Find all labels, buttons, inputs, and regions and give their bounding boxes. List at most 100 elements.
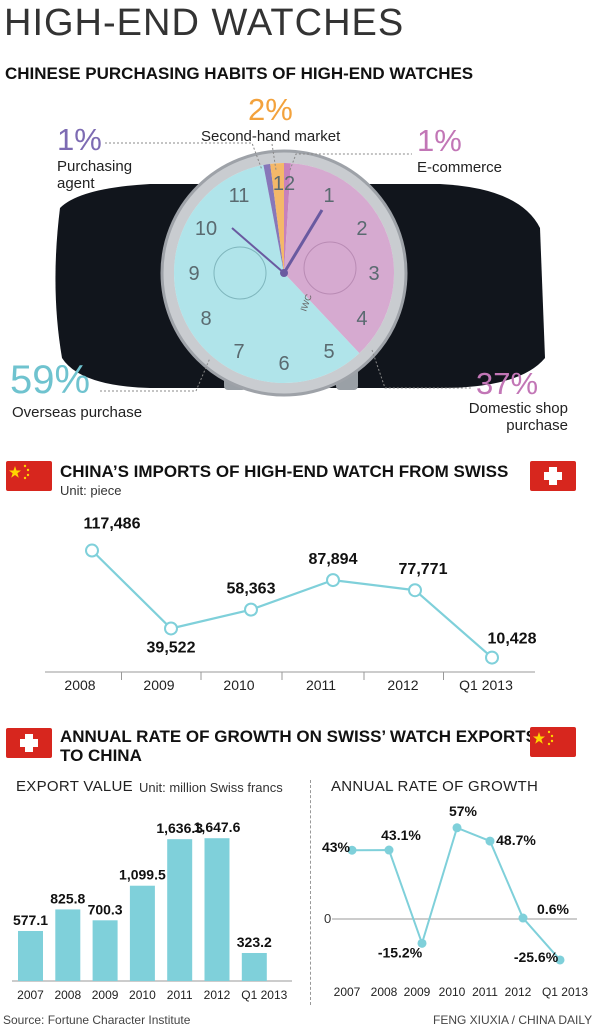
imports-x-tick: 2009 (143, 677, 174, 693)
pie-subtitle: CHINESE PURCHASING HABITS OF HIGH-END WA… (5, 64, 474, 83)
china-flag-icon-2 (530, 727, 576, 757)
imports-data-label: 39,522 (147, 639, 196, 656)
export-bar-label: 323.2 (237, 934, 272, 950)
export-value-unit: Unit: million Swiss francs (139, 780, 283, 795)
export-x-tick: Q1 2013 (241, 988, 287, 1002)
export-bar-label: 825.8 (50, 890, 85, 906)
imports-data-label: 117,486 (84, 516, 141, 533)
export-bar (129, 885, 155, 981)
export-bar-label: 1,099.5 (119, 867, 166, 883)
imports-point (244, 602, 258, 617)
imports-point (485, 650, 499, 665)
export-bar-label: 1,636.3 (156, 820, 203, 836)
watch-center (280, 269, 288, 277)
rate-data-label: 43% (322, 839, 351, 855)
export-bar-chart: 577.1 2007 825.8 2008 700.3 2009 1,099.5 2010 1,… (12, 819, 292, 1002)
rate-point (347, 845, 357, 855)
label-ecommerce-pct: 1% (417, 123, 462, 158)
rate-x-tick: 2010 (439, 985, 466, 999)
watch-hand-minute (231, 227, 285, 274)
dial-number: 11 (229, 185, 250, 207)
export-bar (18, 930, 43, 981)
dial-number: 12 (273, 173, 295, 195)
export-x-tick: 2007 (17, 988, 44, 1002)
rate-x-tick: Q1 2013 (542, 985, 588, 999)
imports-x-tick: 2011 (306, 677, 336, 693)
watch-hand-hour (282, 209, 324, 274)
export-bar (55, 909, 81, 981)
export-bar-label: 700.3 (88, 901, 123, 917)
subdial-right (303, 241, 357, 295)
dial-number: 9 (188, 263, 199, 285)
imports-data-label: 58,363 (227, 581, 276, 598)
rate-data-label: 48.7% (496, 832, 536, 848)
rate-data-label: -25.6% (514, 949, 559, 965)
dial-number: 3 (368, 263, 379, 285)
rate-point (485, 836, 495, 846)
rate-point (518, 913, 528, 923)
pie-slice-ecommerce (284, 163, 291, 273)
imports-point (164, 621, 178, 636)
rate-x-tick: 2007 (334, 985, 361, 999)
imports-title: CHINA’S IMPORTS OF HIGH-END WATCH FROM S… (60, 462, 509, 481)
rate-point (555, 955, 565, 965)
dial-number: 5 (323, 341, 334, 363)
growth-title-line2: TO CHINA (60, 746, 142, 765)
leader-purchasing-agent (105, 142, 263, 171)
growth-rate-chart: 0 43% 2007 43.1% 2008 -15.2% 2009 57% 2010 48.7% 2… (322, 803, 588, 999)
rate-point (384, 845, 394, 855)
dial-number: 10 (195, 218, 217, 240)
growth-title-line1: ANNUAL RATE OF GROWTH ON SWISS’ WATCH EX… (60, 727, 537, 746)
label-overseas-pct: 59% (10, 358, 91, 402)
pie-slice-second-hand (270, 163, 284, 273)
rate-point (417, 938, 427, 948)
label-purchasing-agent-pct: 1% (57, 122, 102, 157)
export-bar (92, 920, 118, 981)
export-bar (167, 839, 193, 981)
export-bar (204, 838, 230, 981)
rate-data-label: 43.1% (381, 827, 421, 843)
credit-note: FENG XIUXIA / CHINA DAILY (433, 1013, 593, 1027)
rate-header: ANNUAL RATE OF GROWTH (331, 778, 539, 795)
imports-x-tick: 2010 (223, 677, 254, 693)
imports-point (85, 543, 99, 558)
label-second-hand: Second-hand market (201, 128, 341, 145)
swiss-flag-icon-2 (6, 728, 52, 758)
export-x-tick: 2012 (204, 988, 231, 1002)
china-flag-icon (6, 461, 52, 491)
rate-point (452, 823, 462, 833)
pie-slices (173, 163, 394, 383)
export-x-tick: 2010 (129, 988, 156, 1002)
leader-second-hand (271, 143, 277, 171)
dial-number: 6 (278, 353, 289, 375)
rate-x-tick: 2011 (472, 985, 498, 999)
export-x-tick: 2009 (92, 988, 119, 1002)
export-x-tick: 2011 (167, 988, 193, 1002)
imports-x-tick: Q1 2013 (459, 677, 513, 693)
dial-number: 1 (323, 185, 334, 207)
label-domestic-pct: 37% (476, 366, 539, 401)
label-purchasing-agent: Purchasing agent (57, 158, 133, 192)
imports-series-line (91, 549, 493, 659)
rate-data-label: 57% (449, 803, 478, 819)
leader-domestic (371, 349, 472, 389)
imports-data-label: 87,894 (309, 551, 358, 568)
pie-slice-domestic (284, 163, 394, 354)
dial-numbers: 12 12 3 45 6 78 9 10 11 (188, 173, 379, 375)
imports-point (326, 573, 340, 588)
page-title: HIGH-END WATCHES (4, 2, 405, 44)
dial-number: 2 (356, 218, 367, 240)
imports-point (408, 583, 422, 598)
export-bar-label: 577.1 (13, 912, 48, 928)
pie-slice-purchasing-agent (263, 163, 284, 273)
label-domestic: Domestic shop purchase (468, 400, 568, 434)
imports-data-label: 10,428 (488, 631, 537, 648)
imports-x-tick: 2008 (64, 677, 95, 693)
rate-data-label: 0.6% (537, 901, 569, 917)
rate-zero-label: 0 (324, 911, 331, 926)
leader-overseas (100, 357, 211, 392)
swiss-flag-icon (530, 461, 576, 491)
imports-line-chart: 117,486 2008 39,522 2009 58,363 2010 87,894 201… (45, 516, 537, 693)
dial-number: 4 (356, 308, 367, 330)
